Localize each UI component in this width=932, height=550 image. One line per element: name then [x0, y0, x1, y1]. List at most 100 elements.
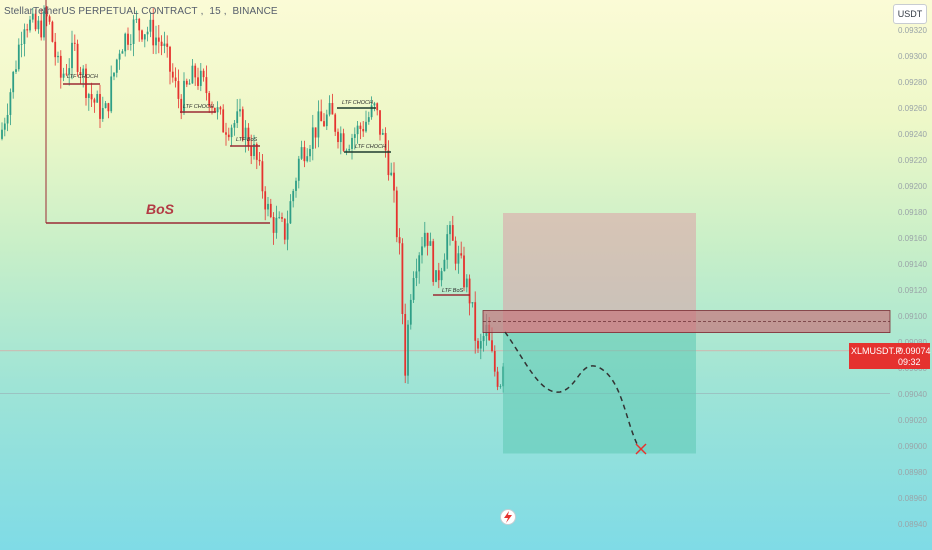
candle-body [141, 30, 143, 40]
candle-body [166, 43, 169, 47]
price-tick-label: 0.09300 [898, 52, 927, 61]
price-tick-label: 0.09320 [898, 26, 927, 35]
candle-body [370, 105, 373, 118]
candle-body [491, 340, 493, 352]
candle-body [432, 241, 435, 282]
candle-body [110, 76, 113, 112]
last-price-symbol: XLMUSDT.P [851, 346, 902, 356]
candle-body [124, 33, 127, 52]
candle-body [202, 70, 205, 78]
candle-body [113, 72, 115, 77]
candle-body [300, 147, 303, 159]
ltf-choch-label-3: LTF CHOCH [342, 100, 373, 106]
candle-body [269, 203, 272, 218]
candle-body [292, 190, 295, 202]
candle-body [457, 253, 460, 264]
candle-body [451, 225, 454, 241]
candle-body [68, 68, 71, 75]
candle-body [93, 99, 96, 103]
candle-body [334, 114, 337, 132]
candle-body [194, 65, 197, 78]
candle-body [132, 19, 135, 45]
price-tick-label: 0.09120 [898, 286, 927, 295]
symbol-name[interactable]: StellarTetherUS PERPETUAL CONTRACT [4, 6, 198, 17]
price-tick-label: 0.09160 [898, 234, 927, 243]
candle-body [415, 271, 418, 279]
candle-body [127, 33, 129, 45]
candle-body [1, 129, 3, 139]
candle-body [43, 11, 45, 38]
candle-body [323, 121, 325, 127]
candle-body [384, 132, 387, 151]
candle-body [409, 299, 412, 325]
candle-body [146, 31, 149, 35]
candle-body [365, 121, 367, 132]
candle-body [496, 371, 499, 387]
candle-body [471, 302, 474, 304]
candle-body [20, 43, 23, 45]
price-tick-label: 0.08940 [898, 520, 927, 529]
candle-body [213, 107, 216, 113]
candle-body [440, 271, 443, 281]
candle-body [297, 158, 300, 181]
candle-body [180, 98, 183, 114]
candle-body [317, 111, 320, 138]
candle-body [219, 107, 222, 110]
candle-body [216, 107, 219, 113]
candle-body [177, 81, 180, 99]
price-tick-label: 0.09000 [898, 442, 927, 451]
candle-body [199, 70, 202, 86]
candle-body [353, 134, 356, 138]
lightning-icon[interactable] [500, 509, 516, 525]
candle-body [283, 218, 286, 240]
candle-body [395, 190, 398, 238]
candle-body [407, 324, 409, 376]
candle-body [82, 68, 85, 76]
candle-body [278, 217, 281, 218]
price-tick-label: 0.09240 [898, 130, 927, 139]
candle-body [155, 37, 157, 46]
candle-body [250, 146, 253, 157]
candle-body [160, 41, 163, 46]
last-price-tag: XLMUSDT.P 0.09074 09:32 [849, 343, 931, 369]
candle-body [143, 34, 146, 40]
candle-body [421, 246, 423, 256]
price-tick-label: 0.09140 [898, 260, 927, 269]
candle-body [345, 150, 348, 152]
last-price-value: 0.09074 [898, 346, 931, 356]
price-tick-label: 0.09200 [898, 182, 927, 191]
candle-body [314, 127, 317, 138]
candle-body [23, 29, 26, 44]
candle-body [477, 340, 479, 349]
candle-body [463, 255, 465, 288]
candle-body [211, 106, 213, 108]
candle-body [381, 132, 384, 135]
price-tick-label: 0.09260 [898, 104, 927, 113]
exchange-label: BINANCE [232, 6, 278, 17]
candle-body [45, 11, 48, 17]
candle-body [449, 225, 451, 235]
candle-body [362, 128, 365, 132]
candle-body [426, 232, 429, 246]
candle-body [188, 83, 191, 85]
candle-body [104, 103, 107, 109]
candle-body [62, 73, 65, 78]
ltf-choch-label-2: LTF CHOCH [183, 104, 214, 110]
candle-body [87, 94, 90, 98]
candle-body [138, 18, 141, 31]
ltf-choch-label-1: LTF CHOCH [67, 74, 98, 80]
candle-body [482, 336, 485, 342]
candle-body [244, 127, 247, 140]
candle-body [367, 117, 370, 122]
currency-button[interactable]: USDT [893, 4, 927, 24]
candle-body [99, 94, 101, 119]
interval-label[interactable]: 15 [209, 6, 221, 17]
candle-body [157, 37, 160, 42]
price-tick-label: 0.09040 [898, 390, 927, 399]
candle-body [393, 172, 395, 191]
candle-body [373, 103, 376, 106]
candle-body [376, 103, 379, 111]
candle-body [3, 123, 6, 130]
